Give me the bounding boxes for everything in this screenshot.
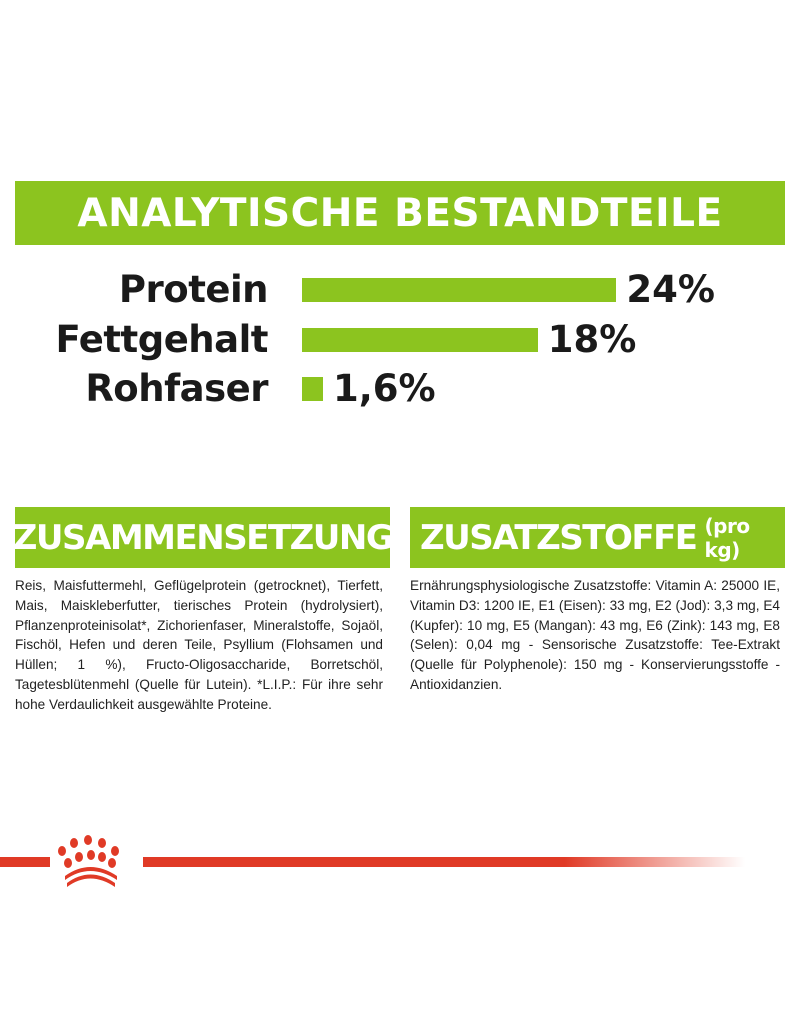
red-divider-right <box>143 857 745 867</box>
additives-text: Ernährungsphysiologische Zusatzstoffe: V… <box>410 578 780 692</box>
composition-text: Reis, Maisfuttermehl, Geflügelprotein (g… <box>15 578 383 712</box>
additives-heading-suffix: (pro kg) <box>704 513 751 562</box>
analytics-value: 1,6% <box>332 367 436 410</box>
analytics-label: Fettgehalt <box>55 318 268 361</box>
analytics-title: ANALYTISCHE BESTANDTEILE <box>15 181 785 245</box>
additives-heading: ZUSATZSTOFFE (pro kg) <box>410 507 785 568</box>
analytics-label: Protein <box>118 268 269 311</box>
analytics-label: Rohfaser <box>85 367 268 410</box>
additives-heading-text: ZUSATZSTOFFE <box>420 517 698 558</box>
analytics-value: 24% <box>626 268 715 311</box>
analytics-value: 18% <box>547 318 637 361</box>
analytics-row: Fettgehalt 18% <box>0 316 800 364</box>
composition-heading: ZUSAMMENSETZUNG <box>12 507 394 568</box>
analytics-bar <box>302 328 538 352</box>
composition-heading-text: ZUSAMMENSETZUNG <box>12 517 394 558</box>
analytics-row: Rohfaser 1,6% <box>0 365 800 413</box>
analytics-bar <box>302 377 323 401</box>
analytics-bar <box>302 278 617 302</box>
royal-canin-crown-logo-icon <box>58 835 119 887</box>
red-divider-left <box>0 857 50 867</box>
analytics-row: Protein 24% <box>0 266 800 314</box>
